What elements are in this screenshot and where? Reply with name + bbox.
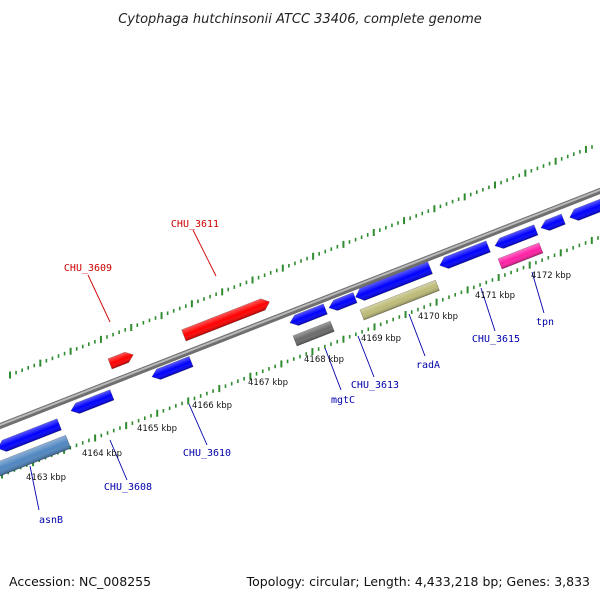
gene-label-chu-3611: CHU_3611	[171, 219, 219, 230]
gene-label-chu-3615: CHU_3615	[472, 334, 520, 345]
asnB-gene	[0, 434, 72, 477]
kbp-label: 4172 kbp	[531, 271, 571, 281]
gene-label-chu-3610: CHU_3610	[183, 448, 231, 459]
kbp-label: 4166 kbp	[192, 401, 232, 411]
kbp-label: 4169 kbp	[361, 334, 401, 344]
leader-line	[408, 313, 426, 357]
inner-tick-ring	[1, 236, 599, 479]
CHU_3613-gene	[328, 292, 358, 311]
leader-line	[192, 229, 217, 277]
gene-features	[0, 196, 600, 477]
label-leader-lines	[29, 229, 545, 511]
kbp-label: 4167 kbp	[248, 378, 288, 388]
gene-label-chu-3608: CHU_3608	[104, 482, 152, 493]
CHU_3612-gene	[289, 303, 328, 326]
gene-label-rada: radA	[416, 360, 440, 371]
radA-gene	[359, 279, 440, 321]
gene-label-asnb: asnB	[39, 515, 63, 526]
gene-label-chu-3609: CHU_3609	[64, 263, 112, 274]
accession-label: Accession: NC_008255	[9, 574, 152, 589]
kbp-label: 4168 kbp	[304, 355, 344, 365]
leader-line	[357, 335, 375, 378]
topology-label: Topology: circular; Length: 4,433,218 bp…	[246, 574, 590, 589]
tpn-gene	[497, 242, 544, 270]
gene-label-tpn: tpn	[536, 317, 554, 328]
map-title: Cytophaga hutchinsonii ATCC 33406, compl…	[118, 12, 482, 27]
gene-label-chu-3613: CHU_3613	[351, 380, 399, 391]
kbp-label: 4164 kbp	[82, 449, 122, 459]
CHU_3617-gene	[540, 213, 566, 231]
CHU_3609-gene	[107, 351, 134, 370]
kbp-tick-labels: 4163 kbp 4164 kbp 4165 kbp 4166 kbp 4167 kbp…	[26, 271, 571, 483]
kbp-label: 4171 kbp	[475, 291, 515, 301]
CHU_3608-gene	[70, 389, 115, 414]
mgtC-gene	[292, 320, 335, 347]
leader-line	[109, 439, 128, 481]
leader-line	[531, 271, 545, 314]
CHU_3616-gene	[494, 224, 539, 249]
CHU_3615-gene	[439, 240, 491, 269]
outer-tick-ring	[9, 145, 593, 379]
kbp-label: 4163 kbp	[26, 473, 66, 483]
kbp-label: 4170 kbp	[418, 312, 458, 322]
leader-line	[29, 465, 40, 511]
leader-line	[324, 347, 342, 391]
leader-line	[480, 287, 496, 332]
gene-label-mgtc: mgtC	[331, 395, 355, 406]
kbp-label: 4165 kbp	[137, 424, 177, 434]
CHU_3611-gene	[181, 298, 270, 342]
sequence-backbone	[0, 187, 600, 430]
leader-line	[87, 274, 111, 323]
CHU_3614-gene	[355, 261, 433, 301]
CHU_3607-gene	[0, 418, 62, 452]
gene-labels: CHU_3609 CHU_3611 asnB CHU_3608 CHU_3610 mgtC…	[39, 219, 554, 526]
CHU_3610-gene	[151, 356, 194, 380]
leader-line	[188, 403, 208, 446]
